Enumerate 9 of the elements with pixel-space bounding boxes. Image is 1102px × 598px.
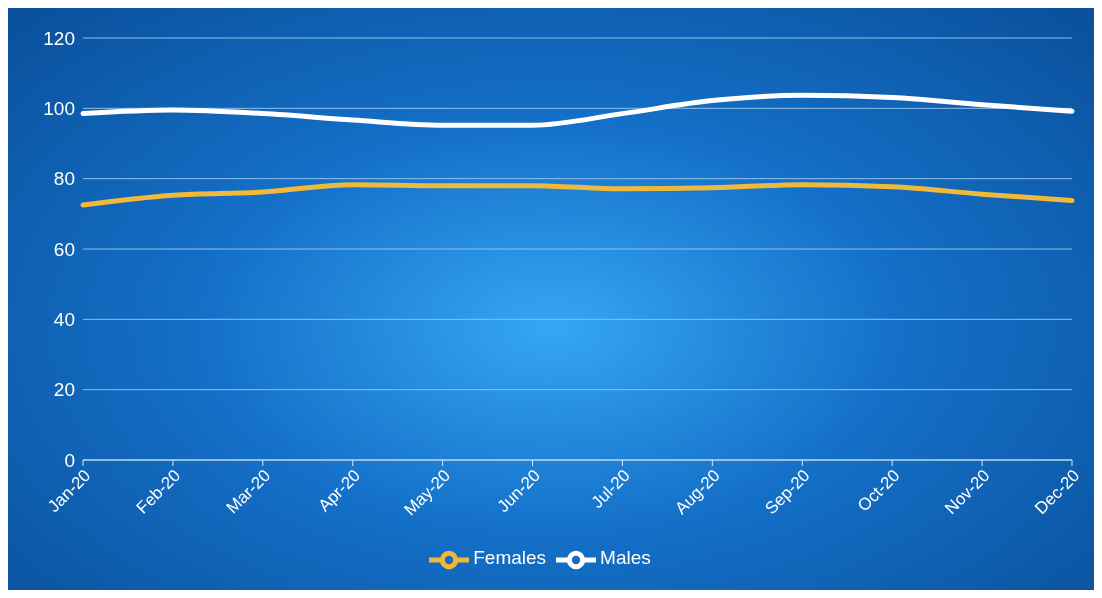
legend-label: Females: [473, 547, 547, 569]
y-tick-label: 40: [53, 309, 75, 331]
y-tick-label: 0: [64, 449, 75, 471]
y-tick-label: 20: [53, 379, 75, 401]
y-tick-label: 80: [53, 168, 75, 190]
y-tick-label: 100: [43, 98, 75, 120]
y-tick-label: 120: [43, 27, 75, 49]
y-tick-label: 60: [53, 238, 75, 260]
legend-label: Males: [600, 547, 651, 569]
